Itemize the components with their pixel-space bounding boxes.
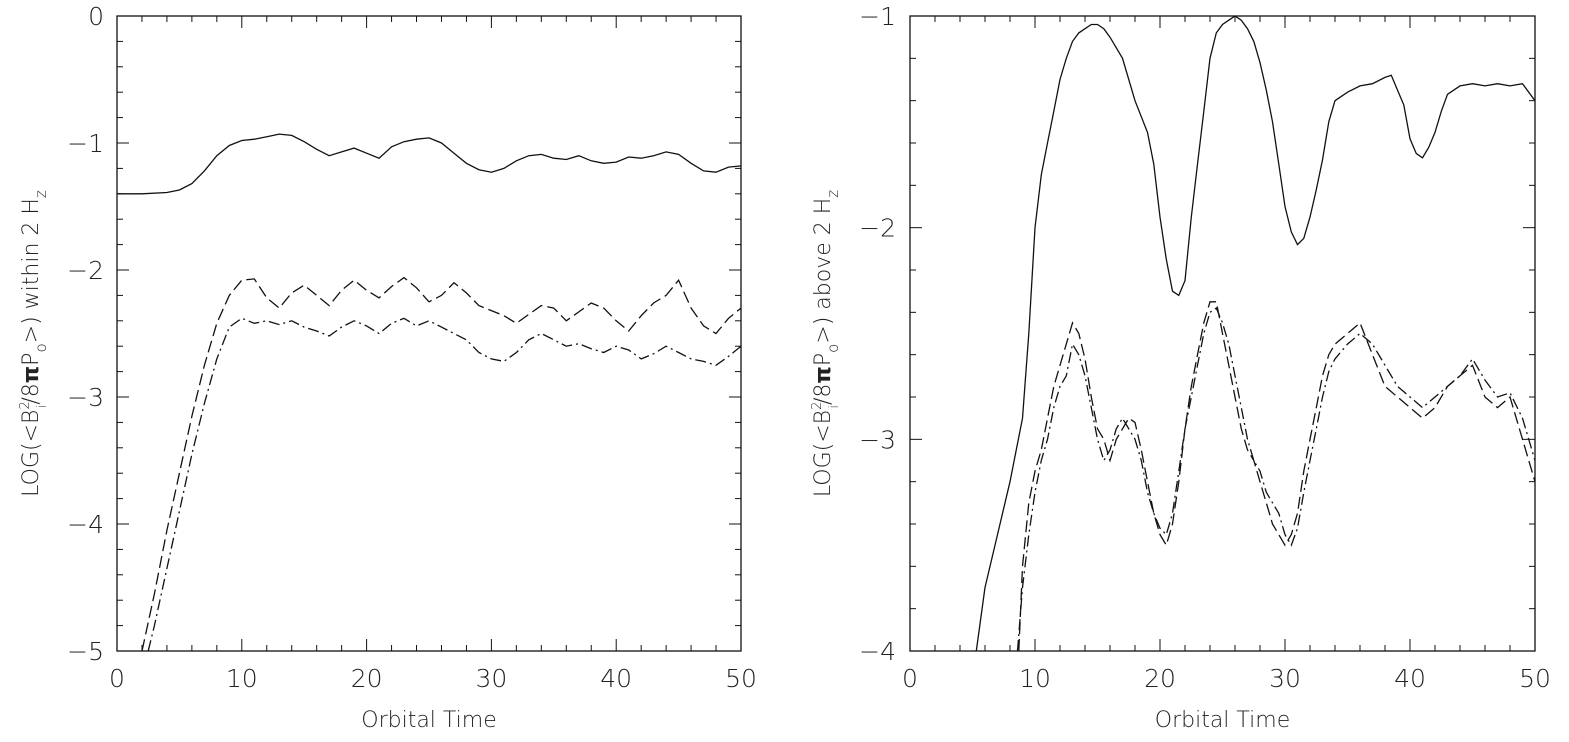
x-tick-label: 20 bbox=[1144, 664, 1176, 693]
left-panel: 0 10 20 30 40 50 0 −1 −2 −3 −4 −5 Orbital Time LOG(<B… bbox=[18, 2, 757, 733]
y-tick-label: −4 bbox=[859, 637, 896, 666]
series-line-dashed bbox=[141, 276, 741, 651]
x-tick-label: 20 bbox=[351, 664, 383, 693]
y-tick-label: −1 bbox=[859, 2, 896, 31]
series-line-solid bbox=[117, 133, 741, 195]
x-tick-label: 40 bbox=[600, 664, 632, 693]
x-tick-label: 10 bbox=[1019, 664, 1051, 693]
plot-frame bbox=[909, 15, 1536, 652]
right-panel: 0 10 20 30 40 50 −1 −2 −3 −4 Orbital Time LOG(<B2 i/… bbox=[810, 2, 1551, 733]
y-tick-label: −4 bbox=[67, 510, 104, 539]
x-tick-label: 0 bbox=[902, 664, 918, 693]
series-line-solid bbox=[975, 16, 1535, 651]
series-line-dashed bbox=[1018, 301, 1535, 651]
y-tick-label: −3 bbox=[859, 425, 896, 454]
y-tick-label: −2 bbox=[67, 256, 104, 285]
x-tick-label: 10 bbox=[226, 664, 258, 693]
series-line-dashdot bbox=[147, 317, 741, 651]
x-axis-title: Orbital Time bbox=[1155, 708, 1291, 733]
y-axis-title: LOG(<B2 i/8πPo>) within 2 Hz bbox=[18, 190, 50, 497]
x-tick-label: 0 bbox=[109, 664, 125, 693]
y-tick-label: −2 bbox=[859, 214, 896, 243]
x-axis-title: Orbital Time bbox=[361, 708, 497, 733]
series-line-dashdot bbox=[1016, 307, 1535, 651]
y-tick-label: −5 bbox=[67, 637, 104, 666]
y-axis-title: LOG(<B2 i/8πPo>) above 2 Hz bbox=[810, 190, 842, 497]
y-tick-label: −1 bbox=[67, 129, 104, 158]
plot-frame bbox=[116, 15, 742, 652]
x-tick-label: 40 bbox=[1394, 664, 1426, 693]
x-tick-label: 50 bbox=[725, 664, 757, 693]
x-tick-label: 30 bbox=[1269, 664, 1301, 693]
x-tick-label: 30 bbox=[475, 664, 507, 693]
x-tick-label: 50 bbox=[1519, 664, 1551, 693]
y-tick-label: −3 bbox=[67, 383, 104, 412]
y-tick-label: 0 bbox=[88, 2, 104, 31]
